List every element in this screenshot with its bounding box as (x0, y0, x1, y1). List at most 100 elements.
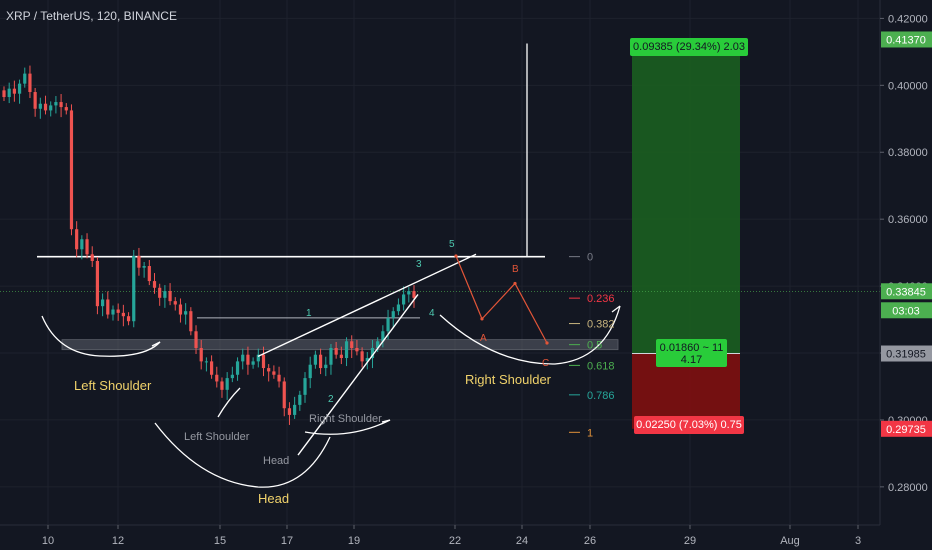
candle-body (293, 404, 297, 415)
chart-title: XRP / TetherUS, 120, BINANCE (6, 9, 177, 23)
candle (298, 390, 302, 411)
right-shoulder-arc (439, 305, 621, 365)
candle-body (256, 354, 260, 362)
stop-label-bg (634, 416, 744, 434)
candle (194, 325, 198, 355)
entry-label-text: 4.17 (681, 354, 702, 366)
candle (407, 287, 411, 303)
candle (412, 285, 416, 308)
candle (17, 79, 22, 104)
candle (147, 259, 151, 286)
candle-body (412, 291, 416, 298)
candle-body (147, 266, 151, 282)
candle (220, 377, 224, 398)
abc-point (480, 317, 484, 321)
candle-body (324, 364, 328, 369)
price-badge: 0.31985 (886, 349, 926, 361)
candle (360, 347, 364, 368)
candle (241, 348, 245, 370)
candle-body (215, 374, 219, 382)
fib-label: 0.236 (587, 293, 615, 305)
candle-body (360, 351, 364, 362)
fib-label: 0.5 (587, 340, 602, 352)
candle-body (194, 331, 198, 348)
annotation-label: C (542, 358, 549, 369)
candle (396, 298, 401, 316)
price-axis: 0.420000.400000.380000.360000.340000.320… (879, 0, 932, 525)
candle (350, 335, 354, 359)
candle (277, 366, 281, 388)
y-tick-label: 0.40000 (888, 80, 928, 92)
candle (267, 364, 271, 382)
candle-body (54, 102, 58, 106)
arc-arrowhead (151, 341, 161, 347)
candle-body (350, 341, 354, 348)
candle-body (121, 312, 125, 317)
candle (95, 256, 100, 315)
candle (215, 366, 219, 388)
candle (256, 348, 260, 368)
candle (365, 352, 369, 370)
candle (391, 307, 395, 328)
left-shoulder-arc (41, 315, 161, 357)
annotation-label: 2 (328, 394, 334, 405)
candle-body (272, 371, 276, 375)
annotation-label: B (512, 264, 519, 275)
x-tick-label: 26 (584, 535, 596, 547)
x-tick-label: Aug (780, 535, 800, 547)
candle-body (396, 304, 401, 312)
candle (173, 297, 177, 311)
entry-label-bg (656, 339, 727, 367)
annotation-label: Left Shoulder (74, 378, 152, 393)
candle-body (163, 291, 167, 298)
candle-body (75, 229, 79, 250)
candle (251, 357, 255, 369)
candle-body (23, 73, 27, 84)
x-tick-label: 17 (281, 535, 293, 547)
candle (293, 396, 297, 419)
candle (85, 233, 89, 259)
candle (308, 356, 312, 389)
candle (287, 402, 292, 425)
candle-body (69, 110, 74, 230)
candle (126, 312, 131, 326)
candle (344, 337, 349, 367)
candle (370, 339, 375, 369)
candle (90, 246, 94, 268)
candle-body (209, 361, 214, 375)
candle-body (235, 361, 240, 375)
head-arc (154, 422, 331, 488)
candle-body (142, 266, 146, 268)
candle-body (230, 374, 234, 379)
candle (28, 65, 32, 99)
annotation-label: Head (263, 455, 289, 467)
candle-body (178, 304, 183, 315)
candle-body (298, 394, 302, 405)
candle-body (12, 88, 16, 94)
entry-label: 0.01860 ~ 114.17 (656, 339, 727, 367)
candle-body (38, 103, 42, 109)
candle-body (370, 347, 375, 359)
candle (121, 304, 125, 327)
candle-body (308, 364, 312, 379)
candle-body (111, 309, 115, 315)
candle-body (7, 88, 11, 98)
candle-body (126, 316, 131, 322)
target-label-bg (630, 38, 748, 56)
candle-body (246, 354, 250, 365)
x-tick-label: 29 (684, 535, 696, 547)
candle (59, 94, 63, 118)
long-position (632, 39, 740, 429)
candle (106, 291, 110, 319)
candle-body (90, 254, 94, 261)
candle-body (152, 281, 157, 288)
candle (230, 366, 234, 383)
annotation-label: Right Shoulder (309, 413, 382, 425)
candle-body (43, 103, 48, 111)
candle-body (282, 381, 286, 409)
annotation-label: 1 (306, 308, 312, 319)
time-axis: 10 12 15 17 19 22 24 26 29 Aug 3 (0, 524, 880, 547)
x-tick-label: 3 (855, 535, 861, 547)
candle (33, 88, 37, 117)
